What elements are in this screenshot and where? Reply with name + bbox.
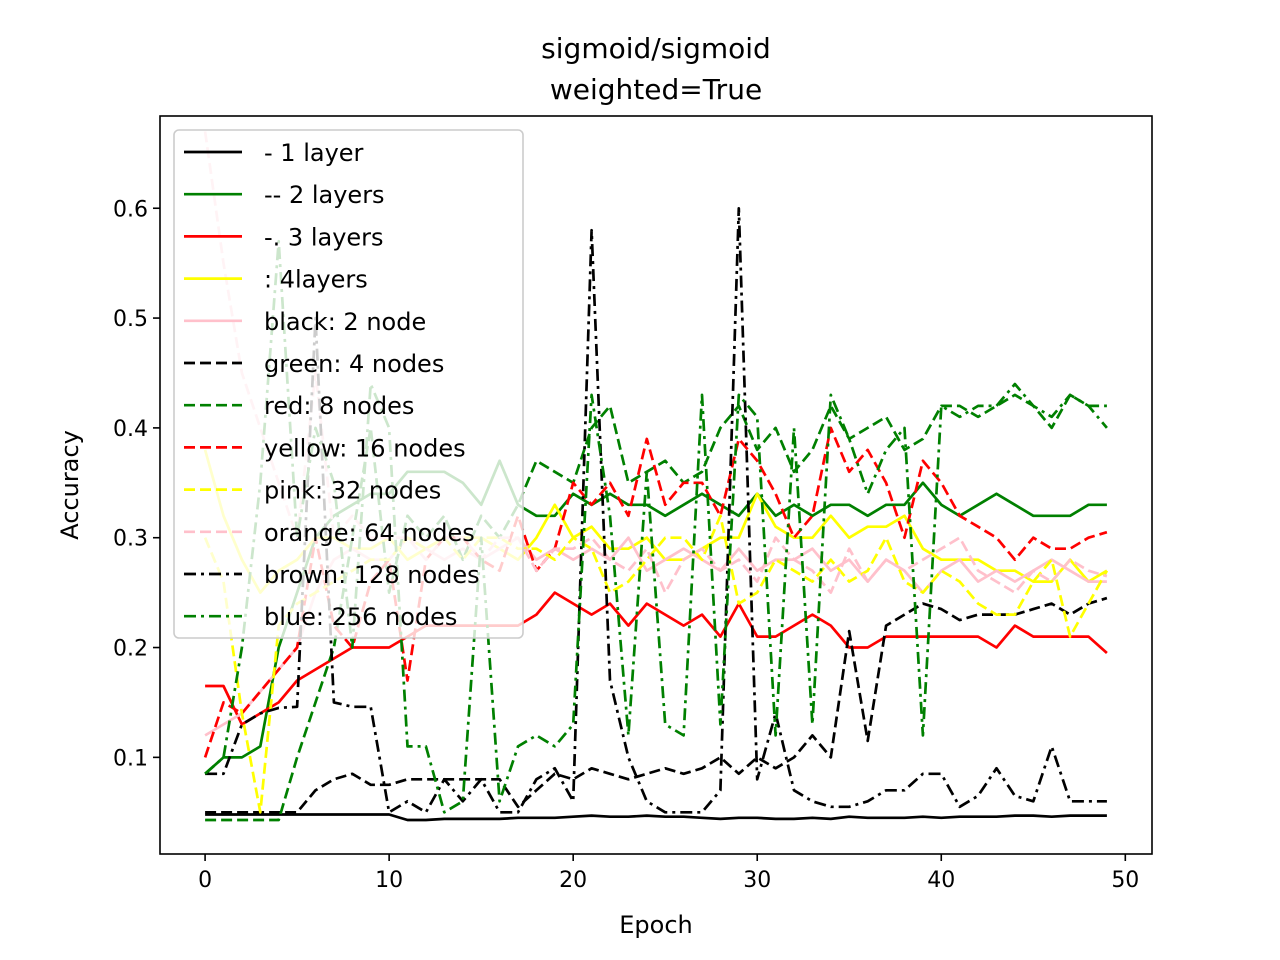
series-line-1	[205, 813, 1107, 822]
legend-label-4: : 4layers	[264, 266, 368, 294]
y-tick-label: 0.1	[113, 746, 148, 771]
legend-label-9: pink: 32 nodes	[264, 477, 441, 505]
x-axis-label: Epoch	[619, 911, 693, 939]
x-tick-label: 50	[1111, 868, 1139, 893]
y-tick-label: 0.5	[113, 307, 148, 332]
x-axis: 0 10 20 30 40 50	[198, 854, 1139, 893]
chart-title: sigmoid/sigmoid	[541, 32, 771, 65]
legend-box	[173, 129, 524, 639]
series-line-6	[205, 596, 1108, 814]
legend-label-10: orange: 64 nodes	[264, 519, 475, 547]
x-tick-label: 40	[927, 868, 955, 893]
legend-label-6: green: 4 nodes	[264, 350, 444, 378]
legend-label-2: -- 2 layers	[264, 181, 385, 209]
y-axis: 0.1 0.2 0.3 0.4 0.5 0.6	[113, 197, 160, 771]
series-line-12	[204, 239, 1108, 814]
y-tick-label: 0.2	[113, 637, 148, 662]
plot-frame	[159, 115, 1153, 855]
legend: - 1 layer -- 2 layers -. 3 layers : 4layers…	[173, 129, 524, 639]
y-tick-label: 0.6	[113, 197, 148, 222]
y-tick-label: 0.4	[113, 417, 148, 442]
y-tick-label: 0.3	[113, 527, 148, 552]
x-tick-label: 30	[743, 868, 771, 893]
x-tick-label: 10	[375, 868, 403, 893]
chart-subtitle: weighted=True	[550, 73, 762, 106]
x-tick-label: 0	[198, 868, 212, 893]
y-axis-label: Accuracy	[56, 430, 84, 540]
legend-label-7: red: 8 nodes	[264, 392, 414, 420]
legend-label-8: yellow: 16 nodes	[264, 434, 466, 462]
legend-label-5: black: 2 node	[264, 308, 426, 336]
legend-label-11: brown: 128 nodes	[264, 561, 480, 589]
series-line-3	[205, 591, 1108, 726]
series-line-11	[205, 206, 1107, 814]
x-tick-label: 20	[559, 868, 587, 893]
legend-label-1: - 1 layer	[264, 139, 364, 167]
series-line-10	[203, 131, 1108, 594]
legend-label-3: -. 3 layers	[264, 223, 384, 251]
legend-label-12: blue: 256 nodes	[264, 603, 457, 631]
